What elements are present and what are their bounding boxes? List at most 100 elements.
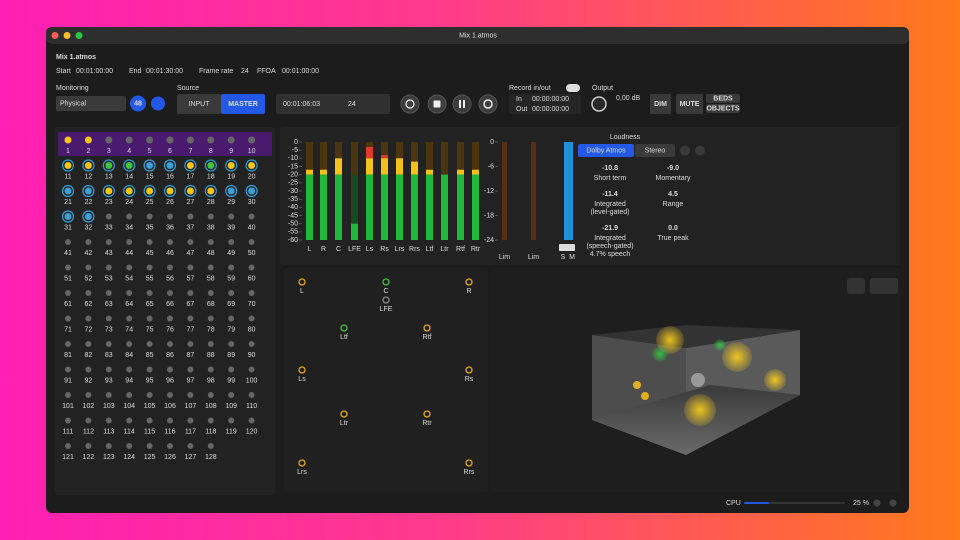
object-dot[interactable] [64, 213, 72, 220]
object-dot[interactable] [227, 136, 235, 144]
object-dot[interactable] [228, 417, 235, 424]
object-dot[interactable] [248, 162, 256, 169]
object-dot[interactable] [167, 290, 173, 296]
object-dot[interactable] [105, 290, 112, 296]
object-dot[interactable] [167, 392, 173, 398]
object-dot[interactable] [146, 315, 153, 322]
object-dot[interactable] [85, 366, 92, 373]
source-input[interactable] [177, 94, 221, 114]
object-dot[interactable] [84, 162, 92, 169]
object-dot[interactable] [65, 290, 71, 296]
object-dot[interactable] [227, 162, 235, 169]
object-dot[interactable] [248, 417, 255, 424]
transport-button[interactable] [400, 94, 420, 114]
object-dot[interactable] [126, 290, 133, 296]
object-dot[interactable] [207, 315, 214, 322]
object-dot[interactable] [187, 290, 194, 296]
object-dot[interactable] [167, 417, 173, 424]
object-dot[interactable] [146, 213, 153, 220]
object-dot[interactable] [126, 417, 133, 424]
object-dot[interactable] [146, 366, 153, 373]
object-dot[interactable] [207, 136, 215, 144]
object-dot[interactable] [228, 341, 235, 347]
objects-button[interactable] [706, 104, 740, 113]
object-dot[interactable] [207, 187, 215, 195]
object-dot[interactable] [248, 366, 255, 373]
tab-atmos[interactable] [578, 144, 634, 157]
object-dot[interactable] [248, 341, 255, 347]
object-dot[interactable] [187, 264, 194, 271]
object-dot[interactable] [227, 187, 235, 195]
object-dot[interactable] [248, 213, 255, 220]
object-dot[interactable] [126, 366, 133, 373]
object-dot[interactable] [228, 264, 235, 271]
object-dot[interactable] [207, 341, 214, 347]
object-dot[interactable] [105, 392, 112, 398]
object-dot[interactable] [248, 264, 255, 271]
object-ring[interactable] [143, 159, 156, 172]
object-dot[interactable] [146, 443, 153, 449]
object-dot[interactable] [146, 136, 154, 144]
object-dot[interactable] [167, 213, 173, 220]
object-dot[interactable] [126, 392, 133, 398]
object-dot[interactable] [65, 366, 71, 373]
object-dot[interactable] [167, 341, 173, 347]
object-dot[interactable] [187, 341, 194, 347]
speaker[interactable] [423, 324, 431, 332]
speaker[interactable] [340, 410, 348, 418]
object-dot[interactable] [64, 136, 72, 144]
object-dot[interactable] [186, 136, 194, 144]
object-dot[interactable] [146, 162, 154, 169]
object-dot[interactable] [207, 162, 215, 169]
object-ring[interactable] [102, 184, 115, 198]
object-ring[interactable] [82, 184, 95, 198]
object-ring[interactable] [123, 159, 136, 172]
object-dot[interactable] [207, 239, 214, 245]
reset-button[interactable] [680, 145, 690, 156]
object-dot[interactable] [207, 213, 214, 220]
object-dot[interactable] [105, 417, 112, 424]
object-dot[interactable] [166, 162, 174, 169]
object-ring[interactable] [204, 184, 217, 198]
object-dot[interactable] [105, 341, 112, 347]
object-dot[interactable] [126, 213, 133, 220]
object-dot[interactable] [105, 239, 112, 245]
object-dot[interactable] [167, 366, 173, 373]
object-dot[interactable] [146, 187, 154, 195]
object-dot[interactable] [228, 290, 235, 296]
object-dot[interactable] [207, 366, 214, 373]
speaker[interactable] [465, 366, 473, 374]
object-dot[interactable] [105, 162, 113, 169]
object-dot[interactable] [186, 162, 194, 169]
object-dot[interactable] [248, 315, 255, 322]
object-dot[interactable] [248, 136, 256, 144]
object-dot[interactable] [207, 264, 214, 271]
speaker[interactable] [298, 366, 306, 374]
object-dot[interactable] [126, 443, 133, 449]
object-ring[interactable] [245, 159, 258, 172]
link-button[interactable] [151, 96, 165, 111]
object-dot[interactable] [187, 443, 194, 449]
zoom-button[interactable] [75, 32, 83, 39]
view-menu[interactable] [870, 278, 898, 294]
speaker[interactable] [465, 278, 473, 286]
object-dot[interactable] [167, 443, 173, 449]
object-dot[interactable] [65, 341, 71, 347]
object-dot[interactable] [207, 392, 214, 398]
object-dot[interactable] [105, 366, 112, 373]
object-dot[interactable] [187, 213, 194, 220]
object-dot[interactable] [125, 136, 133, 144]
object-dot[interactable] [105, 213, 112, 220]
speaker[interactable] [465, 459, 473, 467]
object-dot[interactable] [125, 187, 133, 195]
object-dot[interactable] [146, 417, 153, 424]
object-dot[interactable] [187, 239, 194, 245]
object-dot[interactable] [105, 187, 113, 195]
object-dot[interactable] [84, 213, 92, 220]
object-dot[interactable] [64, 162, 72, 169]
pause-button[interactable] [695, 145, 705, 156]
object-dot[interactable] [105, 136, 113, 144]
object-dot[interactable] [126, 315, 133, 322]
object-dot[interactable] [85, 315, 92, 322]
object-dot[interactable] [84, 136, 92, 144]
